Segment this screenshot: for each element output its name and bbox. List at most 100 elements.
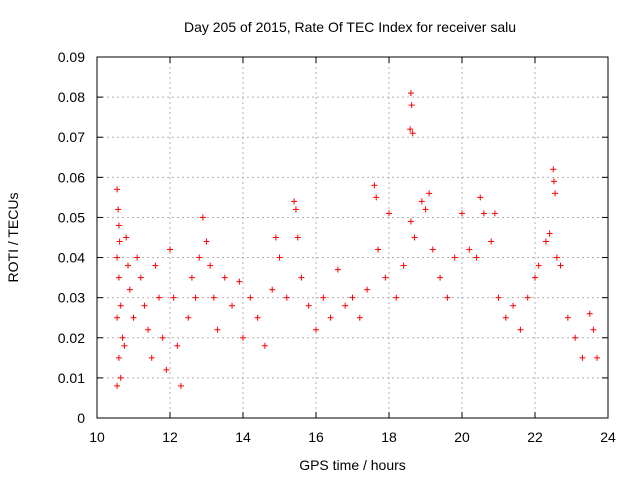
data-point (418, 198, 425, 205)
data-point (167, 246, 173, 253)
data-point (444, 294, 451, 301)
data-point (276, 254, 283, 261)
data-point (572, 334, 579, 341)
x-tick-label: 10 (89, 429, 105, 445)
x-tick-label: 22 (527, 429, 543, 445)
data-point (590, 326, 597, 333)
data-point (229, 302, 236, 309)
x-tick-label: 18 (381, 429, 397, 445)
data-point (466, 246, 473, 253)
x-axis-label: GPS time / hours (299, 457, 406, 473)
data-point (382, 274, 389, 281)
data-point (119, 334, 126, 341)
data-point (141, 302, 148, 309)
data-point (407, 126, 414, 133)
data-point (491, 210, 498, 217)
data-point (240, 334, 246, 341)
data-points (114, 90, 601, 389)
data-point (542, 238, 549, 245)
data-point (156, 294, 163, 301)
data-point (170, 294, 177, 301)
axis-ticks: 10 12 14 16 18 20 22 24 0 0.01 0.02 0.03 0.04 0.05 0.0… (58, 49, 616, 445)
y-tick-label: 0.07 (58, 129, 85, 145)
data-point (117, 302, 124, 309)
data-point (145, 326, 152, 333)
data-point (408, 102, 415, 109)
data-point (221, 274, 228, 281)
data-point (426, 190, 433, 197)
data-point (342, 302, 349, 309)
data-point (459, 210, 465, 217)
data-point (386, 210, 392, 217)
data-point (473, 254, 480, 261)
data-point (422, 206, 429, 213)
data-point (502, 314, 509, 321)
gridlines (97, 57, 608, 418)
y-tick-label: 0.06 (58, 169, 85, 185)
data-point (477, 194, 484, 201)
data-point (126, 286, 133, 293)
data-point (594, 354, 601, 361)
y-tick-label: 0.08 (58, 89, 85, 105)
data-point (174, 342, 181, 349)
data-point (356, 314, 363, 321)
data-point (210, 294, 217, 301)
data-point (236, 278, 243, 285)
data-point (495, 294, 502, 301)
data-point (123, 234, 130, 241)
data-point (115, 206, 122, 213)
data-point (115, 354, 122, 361)
data-point (196, 254, 203, 261)
data-point (517, 326, 524, 333)
x-tick-label: 24 (600, 429, 616, 445)
data-point (130, 314, 137, 321)
data-point (586, 310, 593, 317)
data-point (437, 274, 444, 281)
data-point (188, 274, 195, 281)
data-point (114, 382, 121, 389)
y-tick-label: 0.09 (58, 49, 85, 65)
data-point (292, 206, 299, 213)
data-point (185, 314, 192, 321)
x-tick-label: 20 (454, 429, 470, 445)
data-point (203, 238, 210, 245)
data-point (247, 294, 254, 301)
data-point (313, 326, 319, 333)
data-point (163, 366, 170, 373)
y-tick-label: 0.05 (58, 209, 85, 225)
data-point (177, 382, 184, 389)
data-point (137, 274, 144, 281)
data-point (373, 194, 380, 201)
data-point (550, 178, 557, 185)
data-point (114, 314, 121, 321)
x-tick-label: 16 (308, 429, 324, 445)
data-point (488, 238, 495, 245)
data-point (553, 254, 560, 261)
data-point (207, 262, 214, 269)
data-point (199, 214, 206, 221)
x-tick-label: 12 (162, 429, 178, 445)
data-point (400, 262, 407, 269)
data-point (480, 210, 487, 217)
data-point (546, 230, 553, 237)
data-point (409, 130, 416, 137)
data-point (159, 334, 166, 341)
data-point (451, 254, 458, 261)
chart-title: Day 205 of 2015, Rate Of TEC Index for r… (184, 19, 516, 35)
data-point (269, 286, 276, 293)
data-point (116, 238, 123, 245)
data-point (407, 218, 414, 225)
data-point (291, 198, 298, 205)
data-point (327, 314, 334, 321)
data-point (115, 274, 122, 281)
data-point (550, 166, 557, 173)
x-tick-label: 14 (235, 429, 251, 445)
data-point (121, 342, 128, 349)
data-point (305, 302, 312, 309)
y-tick-label: 0.03 (58, 290, 85, 306)
data-point (375, 246, 382, 253)
data-point (117, 374, 124, 381)
data-point (294, 234, 301, 241)
y-tick-label: 0.02 (58, 330, 85, 346)
data-point (298, 274, 305, 281)
